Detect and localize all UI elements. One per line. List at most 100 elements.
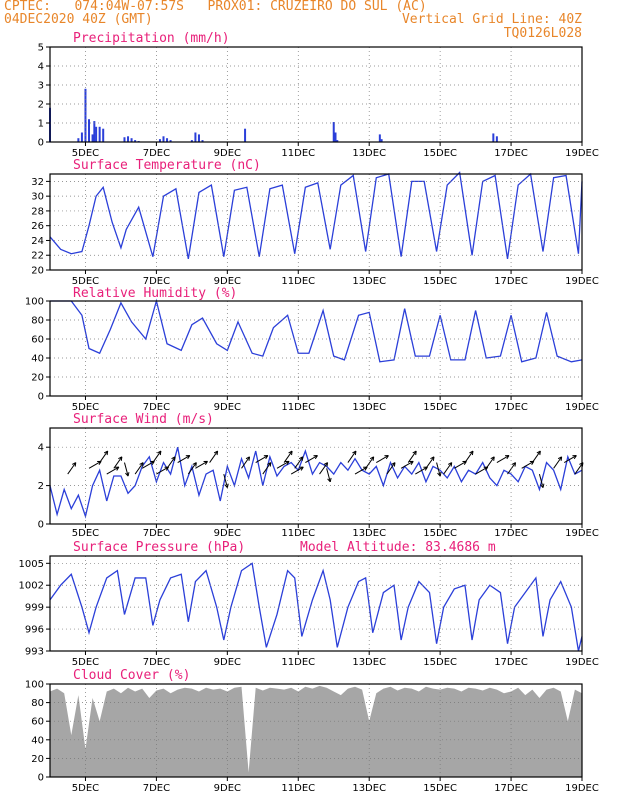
x-tick-label: 19DEC	[565, 402, 599, 413]
y-tick-label: 40	[31, 735, 44, 746]
wind-arrow	[521, 460, 535, 469]
wind-arrow	[123, 462, 129, 477]
precip-bar	[80, 132, 83, 142]
wind-arrow	[496, 455, 510, 463]
wind-arrow	[294, 456, 304, 469]
header-line2-right: Vertical Grid Line: 40Z	[401, 12, 582, 27]
series-line	[49, 562, 583, 652]
wind-arrow	[436, 462, 441, 477]
wind-arrow	[319, 462, 328, 475]
series-line	[50, 298, 583, 363]
x-tick-label: 5DEC	[72, 783, 99, 794]
panel-title: Surface Temperature (nC)	[73, 158, 261, 173]
panel-0	[46, 46, 583, 146]
y-tick-label: 22	[31, 251, 44, 262]
plot-frame	[49, 427, 583, 525]
wind-arrow-head	[157, 450, 162, 456]
y-tick-label: 20	[31, 266, 44, 277]
wind-arrow-head	[203, 460, 208, 465]
wind-arrow-head	[185, 455, 191, 460]
x-tick-label: 19DEC	[565, 783, 599, 794]
y-tick-label: 60	[31, 335, 44, 346]
wind-arrow-head	[430, 456, 435, 461]
wind-arrow	[347, 450, 357, 463]
x-tick-label: 7DEC	[143, 528, 170, 539]
wind-arrow-head	[103, 450, 109, 456]
wind-arrow	[166, 456, 176, 469]
precip-bar	[201, 140, 204, 142]
x-tick-label: 17DEC	[494, 276, 528, 287]
panel-5	[46, 683, 583, 781]
panel-2	[46, 298, 583, 400]
wind-arrow-head	[213, 450, 219, 456]
x-tick-label: 15DEC	[423, 402, 457, 413]
panel-title: Cloud Cover (%)	[73, 668, 190, 683]
wind-arrow	[290, 466, 304, 475]
wind-arrow	[354, 466, 368, 475]
x-tick-label: 13DEC	[352, 657, 386, 668]
precip-bar	[244, 128, 247, 142]
wind-arrow-head	[409, 460, 414, 465]
y-tick-label: 80	[31, 316, 44, 327]
x-tick-label: 5DEC	[72, 402, 99, 413]
wind-arrow	[376, 455, 389, 463]
precip-bar	[130, 138, 133, 142]
precip-bar	[336, 140, 339, 142]
x-tick-label: 9DEC	[214, 276, 241, 287]
header-line1-left: CPTEC: 074:04W-07:57S PROX01: CRUZEIRO D…	[4, 0, 427, 14]
y-tick-label: 4	[38, 62, 44, 73]
y-tick-label: 3	[38, 81, 44, 92]
wind-arrow	[326, 468, 331, 482]
x-tick-label: 7DEC	[143, 657, 170, 668]
wind-arrow-head	[313, 455, 318, 460]
precip-bar	[190, 140, 193, 142]
x-tick-label: 5DEC	[72, 528, 99, 539]
y-tick-label: 32	[31, 177, 44, 188]
wind-arrow	[241, 456, 250, 469]
x-tick-label: 7DEC	[143, 783, 170, 794]
wind-arrow	[443, 462, 453, 475]
wind-arrow-head	[504, 455, 510, 460]
wind-arrow	[564, 455, 577, 463]
precip-bar	[378, 134, 381, 142]
y-tick-label: 2	[38, 481, 44, 492]
x-tick-label: 13DEC	[352, 783, 386, 794]
precip-bar	[158, 139, 161, 142]
panel-annotation: Model Altitude: 83.4686 m	[300, 540, 496, 555]
precip-bar	[332, 122, 335, 142]
x-tick-label: 15DEC	[423, 148, 457, 159]
x-tick-label: 11DEC	[281, 657, 315, 668]
x-tick-label: 17DEC	[494, 402, 528, 413]
precip-bar	[495, 136, 498, 142]
plot-area	[50, 301, 582, 396]
wind-arrow	[531, 450, 541, 463]
x-tick-label: 9DEC	[214, 783, 241, 794]
x-tick-label: 17DEC	[494, 783, 528, 794]
x-tick-label: 13DEC	[352, 148, 386, 159]
precip-bar	[102, 128, 105, 142]
wind-arrow	[106, 466, 120, 475]
precip-bar	[93, 121, 96, 142]
wind-arrow	[88, 460, 102, 469]
x-tick-label: 7DEC	[143, 402, 170, 413]
wind-arrow	[134, 462, 144, 475]
x-tick-label: 17DEC	[494, 657, 528, 668]
plot-area	[50, 428, 582, 524]
plot-frame	[49, 173, 583, 271]
wind-arrow-head	[352, 450, 357, 456]
precip-bar	[98, 126, 101, 142]
y-tick-label: 1002	[19, 581, 44, 592]
wind-arrow-head	[299, 466, 304, 471]
precip-bar	[197, 134, 200, 142]
y-tick-label: 80	[31, 698, 44, 709]
wind-arrow	[141, 460, 155, 469]
x-tick-label: 11DEC	[281, 276, 315, 287]
precip-bar	[166, 138, 169, 142]
y-tick-label: 26	[31, 221, 44, 232]
wind-arrow	[475, 466, 488, 475]
wind-arrow-head	[572, 455, 577, 460]
x-tick-label: 5DEC	[72, 276, 99, 287]
precip-bar	[77, 138, 80, 142]
wind-arrow	[507, 462, 516, 475]
